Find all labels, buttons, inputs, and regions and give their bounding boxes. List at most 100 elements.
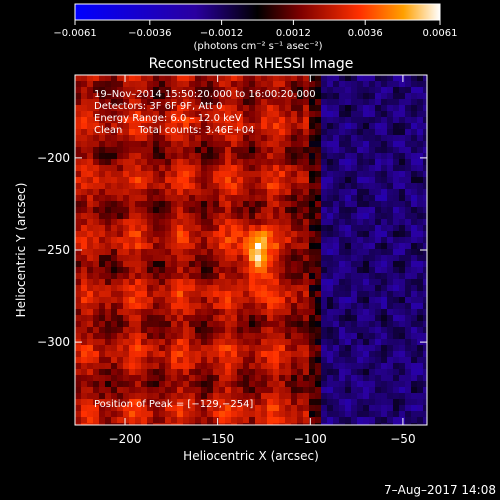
heatmap-cell xyxy=(105,123,111,129)
heatmap-cell xyxy=(183,171,189,177)
heatmap-cell xyxy=(171,75,177,81)
heatmap-cell xyxy=(291,375,297,381)
heatmap-cell xyxy=(75,159,81,165)
heatmap-cell xyxy=(147,333,153,339)
heatmap-cell xyxy=(75,357,81,363)
heatmap-cell xyxy=(189,135,195,141)
heatmap-cell xyxy=(363,363,369,369)
heatmap-cell xyxy=(117,273,123,279)
heatmap-cell xyxy=(159,357,165,363)
heatmap-cell xyxy=(195,81,201,87)
heatmap-cell xyxy=(195,117,201,123)
heatmap-cell xyxy=(87,393,93,399)
heatmap-cell xyxy=(315,291,321,297)
heatmap-cell xyxy=(255,141,261,147)
heatmap-cell xyxy=(117,417,123,423)
heatmap-cell xyxy=(315,345,321,351)
heatmap-cell xyxy=(195,375,201,381)
heatmap-cell xyxy=(393,399,399,405)
heatmap-cell xyxy=(411,81,417,87)
heatmap-cell xyxy=(339,375,345,381)
heatmap-cell xyxy=(351,399,357,405)
heatmap-cell xyxy=(189,321,195,327)
heatmap-cell xyxy=(129,189,135,195)
heatmap-cell xyxy=(177,375,183,381)
heatmap-cell xyxy=(327,105,333,111)
heatmap-cell xyxy=(369,351,375,357)
heatmap-cell xyxy=(423,93,427,99)
heatmap-cell xyxy=(249,393,255,399)
heatmap-cell xyxy=(381,285,387,291)
heatmap-cell xyxy=(339,219,345,225)
heatmap-cell xyxy=(405,285,411,291)
heatmap-cell xyxy=(423,381,427,387)
heatmap-cell xyxy=(273,405,279,411)
heatmap-cell xyxy=(285,405,291,411)
heatmap-cell xyxy=(327,249,333,255)
heatmap-cell xyxy=(363,297,369,303)
heatmap-cell xyxy=(177,351,183,357)
heatmap-cell xyxy=(351,423,357,425)
heatmap-cell xyxy=(369,111,375,117)
heatmap-cell xyxy=(111,399,117,405)
heatmap-cell xyxy=(141,393,147,399)
heatmap-cell xyxy=(141,423,147,425)
heatmap-cell xyxy=(393,309,399,315)
heatmap-cell xyxy=(207,147,213,153)
heatmap-cell xyxy=(285,345,291,351)
heatmap-cell xyxy=(345,135,351,141)
heatmap-cell xyxy=(285,279,291,285)
heatmap-cell xyxy=(249,249,255,255)
heatmap-cell xyxy=(411,237,417,243)
heatmap-cell xyxy=(159,369,165,375)
heatmap-cell xyxy=(123,75,129,81)
heatmap-cell xyxy=(111,237,117,243)
heatmap-cell xyxy=(321,363,327,369)
heatmap-cell xyxy=(165,189,171,195)
heatmap-cell xyxy=(309,381,315,387)
heatmap-cell xyxy=(123,99,129,105)
heatmap-cell xyxy=(273,339,279,345)
heatmap-cell xyxy=(393,123,399,129)
heatmap-cell xyxy=(105,309,111,315)
heatmap-cell xyxy=(177,429,183,435)
heatmap-cell xyxy=(309,93,315,99)
heatmap-cell xyxy=(237,423,243,425)
heatmap-cell xyxy=(381,387,387,393)
heatmap-cell xyxy=(429,129,435,135)
heatmap-cell xyxy=(357,231,363,237)
heatmap-cell xyxy=(213,159,219,165)
heatmap-cell xyxy=(147,165,153,171)
heatmap-cell xyxy=(267,333,273,339)
heatmap-cell xyxy=(249,303,255,309)
heatmap-cell xyxy=(99,351,105,357)
heatmap-cell xyxy=(381,405,387,411)
heatmap-cell xyxy=(285,369,291,375)
heatmap-cell xyxy=(339,393,345,399)
heatmap-cell xyxy=(87,171,93,177)
heatmap-cell xyxy=(405,93,411,99)
heatmap-cell xyxy=(405,411,411,417)
heatmap-cell xyxy=(87,243,93,249)
heatmap-cell xyxy=(285,297,291,303)
heatmap-cell xyxy=(183,237,189,243)
heatmap-cell xyxy=(363,75,369,81)
heatmap-cell xyxy=(261,213,267,219)
heatmap-cell xyxy=(183,273,189,279)
heatmap-cell xyxy=(423,273,427,279)
heatmap-cell xyxy=(135,381,141,387)
heatmap-cell xyxy=(135,369,141,375)
heatmap-cell xyxy=(399,273,405,279)
heatmap-cell xyxy=(321,261,327,267)
heatmap-cell xyxy=(87,111,93,117)
heatmap-cell xyxy=(405,117,411,123)
heatmap-cell xyxy=(387,423,393,425)
heatmap-cell xyxy=(429,315,435,321)
heatmap-cell xyxy=(81,249,87,255)
heatmap-cell xyxy=(75,177,81,183)
heatmap-cell xyxy=(387,99,393,105)
heatmap-cell xyxy=(429,147,435,153)
heatmap-cell xyxy=(189,117,195,123)
heatmap-cell xyxy=(315,243,321,249)
heatmap-cell xyxy=(75,105,81,111)
